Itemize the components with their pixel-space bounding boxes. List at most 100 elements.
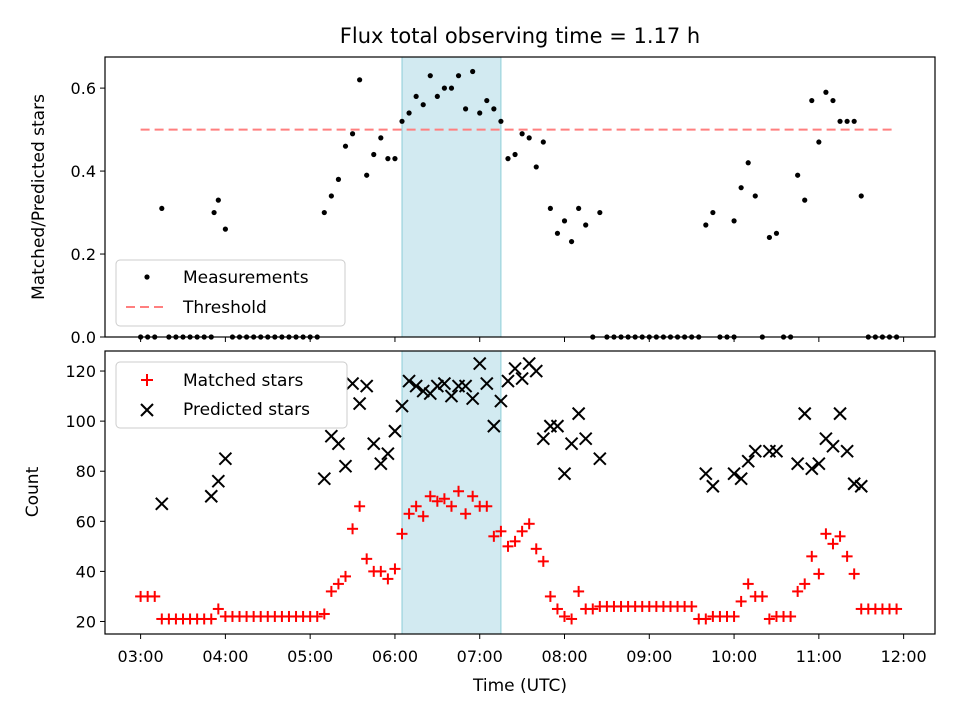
matched-stars-point bbox=[389, 563, 401, 575]
x-tick-label: 11:00 bbox=[796, 647, 842, 666]
predicted-stars-point bbox=[458, 379, 473, 393]
matched-stars-point bbox=[149, 590, 161, 602]
x-tick-label: 10:00 bbox=[711, 647, 757, 666]
legend-measurements-marker bbox=[144, 274, 150, 280]
measurement-point bbox=[766, 234, 772, 241]
predicted-stars-point bbox=[727, 467, 741, 481]
predicted-stars-point bbox=[395, 399, 409, 413]
measurement-point bbox=[159, 205, 165, 212]
measurement-point bbox=[434, 93, 440, 100]
matched-stars-point bbox=[445, 500, 457, 512]
matched-stars-point bbox=[382, 573, 394, 585]
predicted-stars-point bbox=[473, 356, 487, 371]
predicted-stars-point bbox=[734, 472, 748, 486]
matched-stars-point bbox=[311, 610, 323, 622]
top-y-axis-label: Matched/Predicted stars bbox=[29, 94, 49, 300]
bottom-y-axis-ticks: 20 40 60 80 100 120 bbox=[65, 362, 105, 631]
predicted-stars-point bbox=[402, 374, 416, 388]
predicted-stars-point bbox=[840, 444, 854, 458]
measurement-point bbox=[512, 151, 518, 158]
measurement-point bbox=[533, 164, 539, 170]
bottom-y-tick-label: 120 bbox=[65, 362, 96, 381]
measurement-point bbox=[745, 160, 751, 166]
legend-predicted-marker bbox=[140, 403, 154, 417]
top-y-axis-ticks: 0.0 0.2 0.4 0.6 bbox=[71, 79, 105, 347]
predicted-stars-point bbox=[381, 446, 395, 461]
predicted-stars-point bbox=[494, 394, 508, 408]
top-y-tick-label: 0.0 bbox=[71, 328, 96, 347]
predicted-stars-point bbox=[359, 379, 374, 393]
predicted-stars-point bbox=[218, 451, 233, 466]
measurement-point bbox=[392, 156, 398, 162]
measurement-point bbox=[462, 106, 469, 112]
x-tick-label: 08:00 bbox=[541, 647, 587, 666]
measurement-point bbox=[371, 151, 377, 158]
measurement-point bbox=[342, 143, 349, 149]
top-panel: 0.0 0.2 0.4 0.6 Matched/Predicted stars Mea… bbox=[29, 56, 936, 347]
predicted-stars-point bbox=[550, 419, 565, 433]
bottom-y-tick-label: 80 bbox=[76, 462, 96, 481]
measurement-point bbox=[795, 172, 801, 178]
matched-stars-point bbox=[516, 525, 528, 537]
matched-stars-point bbox=[700, 613, 712, 625]
x-tick-label: 07:00 bbox=[457, 647, 503, 666]
matched-stars-point bbox=[799, 578, 811, 590]
matched-stars-point bbox=[792, 585, 804, 597]
measurement-point bbox=[364, 172, 370, 178]
legend-threshold-label: Threshold bbox=[182, 298, 267, 318]
measurement-point bbox=[823, 89, 829, 95]
measurement-point bbox=[413, 93, 419, 100]
predicted-stars-point bbox=[571, 406, 586, 421]
x-tick-label: 12:00 bbox=[881, 647, 927, 666]
matched-stars-point bbox=[438, 493, 450, 505]
bottom-y-axis-label: Count bbox=[23, 466, 43, 517]
matched-stars-point bbox=[318, 608, 330, 620]
predicted-stars-point bbox=[409, 379, 423, 393]
predicted-stars-point bbox=[741, 454, 755, 468]
matched-stars-point bbox=[467, 490, 479, 502]
measurement-point bbox=[378, 135, 384, 141]
measurement-point bbox=[484, 97, 490, 104]
matched-stars-point bbox=[424, 490, 436, 502]
measurement-point bbox=[703, 222, 709, 228]
matched-stars-point bbox=[523, 518, 535, 530]
measurement-point bbox=[837, 118, 843, 124]
measurement-point bbox=[328, 193, 334, 199]
top-x-axis-ticks bbox=[140, 337, 905, 342]
predicted-stars-point bbox=[826, 439, 840, 453]
predicted-stars-point bbox=[593, 451, 607, 466]
bottom-highlight-span bbox=[401, 350, 502, 635]
matched-stars-point bbox=[530, 543, 542, 555]
matched-stars-point bbox=[205, 613, 217, 625]
matched-stars-point bbox=[375, 565, 387, 577]
predicted-stars-point bbox=[444, 389, 459, 403]
measurement-point bbox=[470, 68, 476, 75]
bottom-legend: Matched stars Predicted stars bbox=[115, 361, 348, 429]
measurement-point bbox=[816, 139, 822, 145]
top-highlight-span bbox=[401, 56, 502, 338]
x-axis-label: Time (UTC) bbox=[472, 676, 567, 696]
matched-stars-point bbox=[827, 538, 839, 550]
legend-matched-marker bbox=[141, 374, 153, 386]
predicted-stars-point bbox=[805, 462, 819, 476]
chart-title: Flux total observing time = 1.17 h bbox=[340, 24, 700, 48]
measurement-point bbox=[802, 197, 808, 203]
predicted-stars-point bbox=[812, 456, 826, 471]
matched-stars-point bbox=[834, 530, 846, 542]
predicted-stars-point bbox=[155, 497, 169, 511]
predicted-stars-point bbox=[388, 424, 402, 438]
predicted-stars-point bbox=[211, 474, 226, 488]
matched-stars-point bbox=[396, 528, 408, 540]
measurement-point bbox=[406, 110, 412, 116]
predicted-stars-point bbox=[331, 436, 346, 451]
matched-stars-point bbox=[410, 500, 422, 512]
measurement-point bbox=[357, 77, 363, 83]
measurement-point bbox=[561, 218, 568, 224]
matched-stars-point bbox=[686, 600, 698, 612]
measurement-point bbox=[505, 156, 511, 162]
predicted-stars-point bbox=[352, 396, 367, 411]
matched-stars-point bbox=[502, 540, 514, 552]
matched-stars-point bbox=[891, 603, 903, 615]
measurement-point bbox=[222, 226, 228, 232]
predicted-stars-point bbox=[416, 384, 430, 398]
